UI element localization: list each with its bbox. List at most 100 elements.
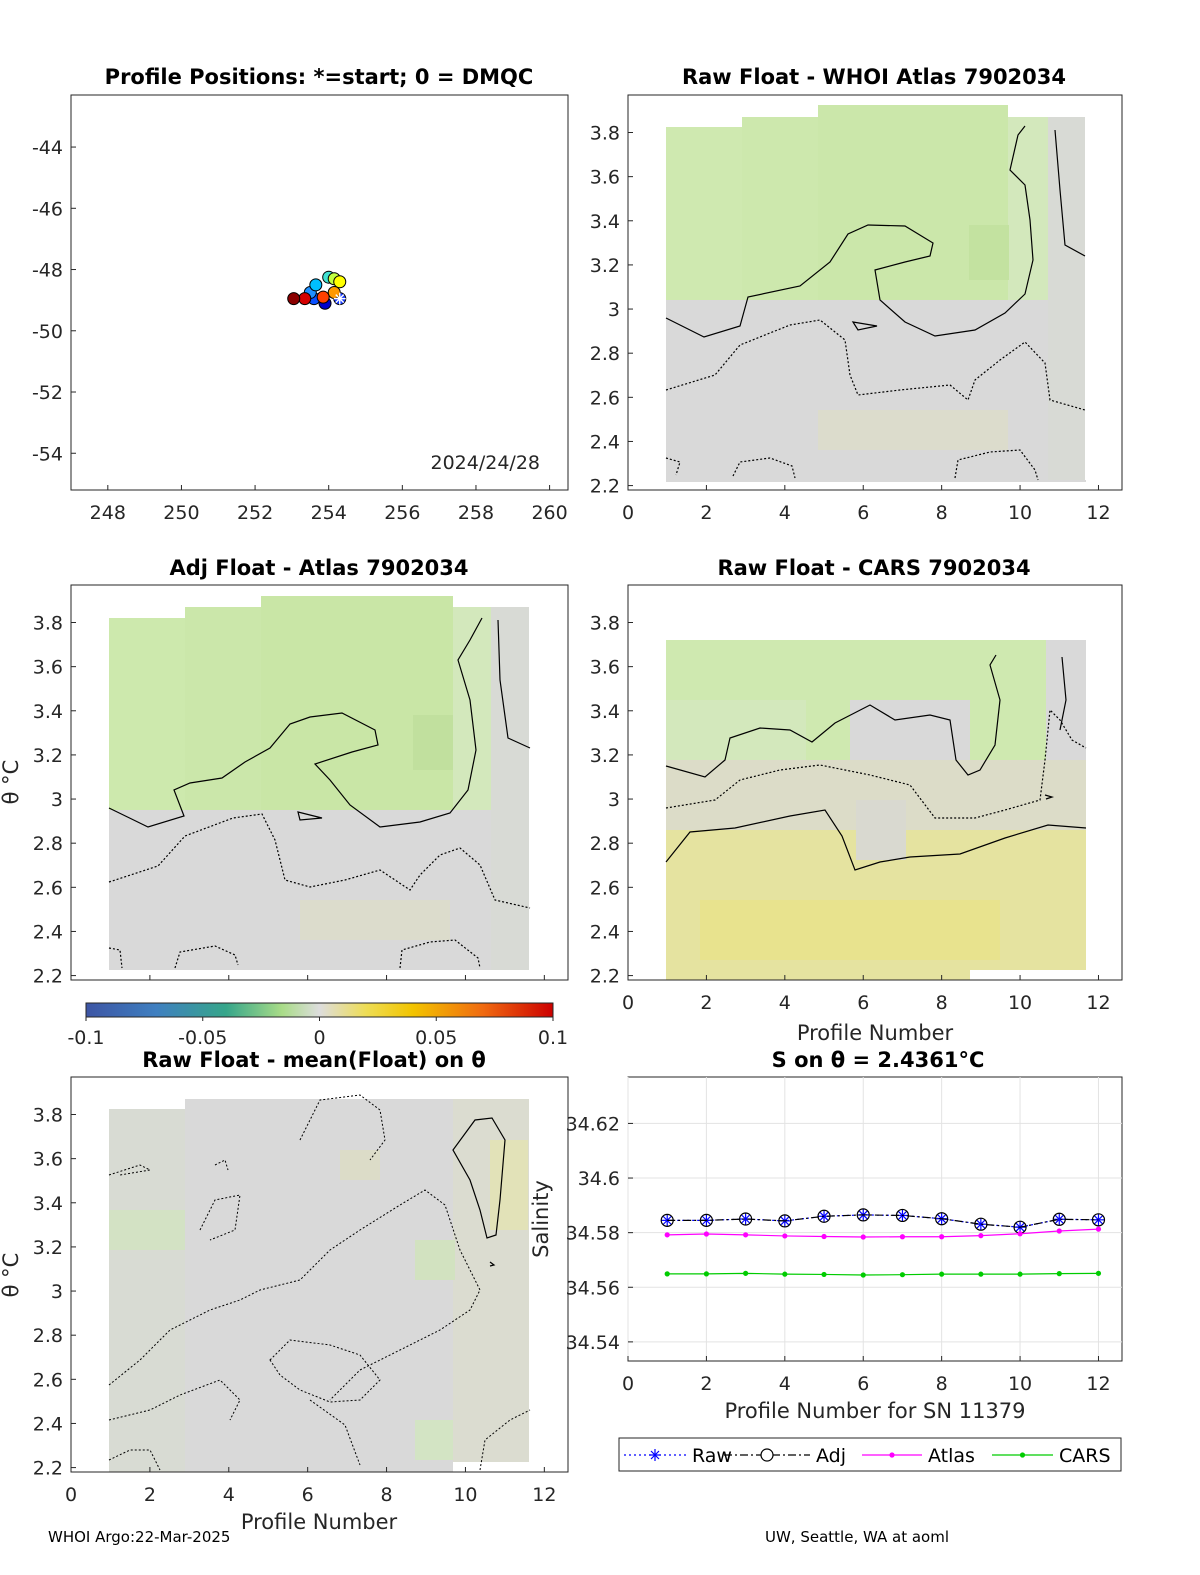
y-tick-label: 2.4 <box>33 921 63 943</box>
data-point-cars <box>703 1271 710 1277</box>
data-point-raw <box>974 1218 987 1231</box>
y-tick-label: -52 <box>32 382 63 404</box>
data-point-cars <box>743 1270 749 1276</box>
y-tick-label: 3 <box>51 789 63 811</box>
profile-position-point <box>316 290 330 304</box>
y-tick-label: 2.2 <box>590 966 620 988</box>
x-tick-label: 10 <box>453 1484 477 1506</box>
x-tick-label: 10 <box>1008 502 1032 524</box>
data-point-atlas <box>939 1234 945 1240</box>
legend-item-raw: Raw <box>624 1445 732 1467</box>
x-tick-label: 12 <box>1086 502 1110 524</box>
x-tick-label: 4 <box>779 1373 791 1395</box>
y-tick-label: -48 <box>32 260 63 282</box>
x-tick-label: 2 <box>700 1373 712 1395</box>
dotted-contours-raw-whoi <box>665 319 1086 481</box>
legend-item-adj: Adj <box>724 1445 846 1467</box>
data-point-adj <box>1052 1212 1066 1226</box>
y-tick-label: 2.2 <box>590 476 620 498</box>
colorbar-strip <box>85 1002 554 1018</box>
colorbar-tick-label: -0.1 <box>67 1027 104 1049</box>
x-tick-label: 0 <box>622 502 634 524</box>
y-tick-label: 34.58 <box>566 1223 620 1245</box>
ylabel-salinity: Salinity <box>529 1180 553 1258</box>
profile-position-point <box>298 292 312 306</box>
footer-left: WHOI Argo:22-Mar-2025 <box>48 1528 230 1546</box>
colorbar-tick-label: 0.05 <box>415 1027 457 1049</box>
xlabel-raw-cars: Profile Number <box>797 1021 954 1045</box>
data-point-cars <box>1095 1270 1102 1276</box>
data-point-cars <box>782 1271 788 1277</box>
heatmap-adj-atlas <box>109 596 529 970</box>
data-point-atlas <box>703 1231 710 1237</box>
x-tick-label: 258 <box>458 502 494 524</box>
y-tick-label: 2.6 <box>33 1369 63 1391</box>
x-tick-label: 254 <box>311 502 347 524</box>
panel-raw-cars: Raw Float - CARS 7902034 0 2 4 6 8 10 12 2.2 2.4… <box>590 556 1123 1045</box>
data-point-cars <box>939 1271 945 1277</box>
legend-item-cars: CARS <box>992 1445 1111 1467</box>
y-tick-label: 3.2 <box>33 1237 63 1259</box>
heatmap-raw-mean <box>109 1099 529 1472</box>
y-tick-label: 3.2 <box>590 745 620 767</box>
y-tick-label: 3.6 <box>33 1149 63 1171</box>
data-point-atlas <box>978 1233 984 1239</box>
panel-positions: Profile Positions: *=start; 0 = DMQC 248… <box>32 65 569 524</box>
data-point-adj <box>699 1213 714 1227</box>
y-tick-label: 3.4 <box>590 701 620 723</box>
colorbar-tick-label: 0.1 <box>538 1027 568 1049</box>
xlabel-raw-mean: Profile Number <box>241 1510 398 1534</box>
data-point-adj <box>778 1214 792 1228</box>
series-cars <box>664 1270 1102 1278</box>
x-tick-label: 8 <box>936 1373 948 1395</box>
x-tick-label: 4 <box>779 502 791 524</box>
legend-label: CARS <box>1059 1445 1111 1467</box>
x-tick-label: 260 <box>531 502 567 524</box>
series-line <box>667 1228 1099 1238</box>
y-tick-label: 2.2 <box>33 1458 63 1480</box>
data-point-atlas <box>1017 1231 1023 1237</box>
y-tick-label: 2.6 <box>33 877 63 899</box>
y-tick-label: 34.54 <box>566 1332 620 1354</box>
y-tick-label: 3.8 <box>33 613 63 635</box>
x-tick-label: 4 <box>779 992 791 1014</box>
y-tick-label: 3.4 <box>33 701 63 723</box>
y-tick-label: 3.2 <box>33 745 63 767</box>
contours-raw-cars <box>665 654 1087 871</box>
y-tick-label: 3.8 <box>590 123 620 145</box>
series-line <box>667 1272 1099 1276</box>
data-point-atlas <box>1056 1228 1062 1234</box>
title-adj-atlas: Adj Float - Atlas 7902034 <box>169 556 468 580</box>
x-tick-label: 8 <box>936 992 948 1014</box>
data-point-cars <box>1056 1271 1062 1277</box>
y-tick-label: -44 <box>32 137 63 159</box>
y-tick-label: 2.8 <box>590 833 620 855</box>
y-tick-label: 3 <box>608 789 620 811</box>
dotted-contours-raw-mean <box>108 1094 531 1471</box>
x-tick-label: 248 <box>90 502 126 524</box>
colorbar-tick-label: 0 <box>313 1027 325 1049</box>
legend-label: Atlas <box>928 1445 975 1467</box>
xlabel-salinity: Profile Number for SN 11379 <box>724 1399 1025 1423</box>
data-point-adj <box>1091 1213 1106 1227</box>
data-point-atlas <box>860 1234 866 1240</box>
x-tick-label: 252 <box>237 502 273 524</box>
y-tick-label: 3.2 <box>590 255 620 277</box>
panel-adj-atlas: Adj Float - Atlas 7902034 2.2 2.4 2.6 2.8 3 3… <box>0 556 569 988</box>
data-point-adj <box>974 1217 988 1231</box>
y-tick-label: 2.8 <box>33 1325 63 1347</box>
contours-adj-atlas <box>108 617 531 828</box>
data-point-cars <box>664 1271 670 1277</box>
footer-right: UW, Seattle, WA at aoml <box>765 1528 949 1546</box>
data-point-atlas <box>782 1233 788 1239</box>
legend-item-atlas: Atlas <box>862 1445 975 1467</box>
contours-raw-whoi <box>665 125 1086 338</box>
y-tick-label: 2.6 <box>590 877 620 899</box>
y-tick-label: 3.8 <box>590 613 620 635</box>
profile-position-point <box>287 292 301 306</box>
data-point-adj <box>895 1208 910 1223</box>
x-tick-label: 8 <box>381 1484 393 1506</box>
x-tick-label: 12 <box>532 1484 556 1506</box>
y-tick-label: -50 <box>32 321 63 343</box>
y-tick-label: 2.4 <box>33 1413 63 1435</box>
